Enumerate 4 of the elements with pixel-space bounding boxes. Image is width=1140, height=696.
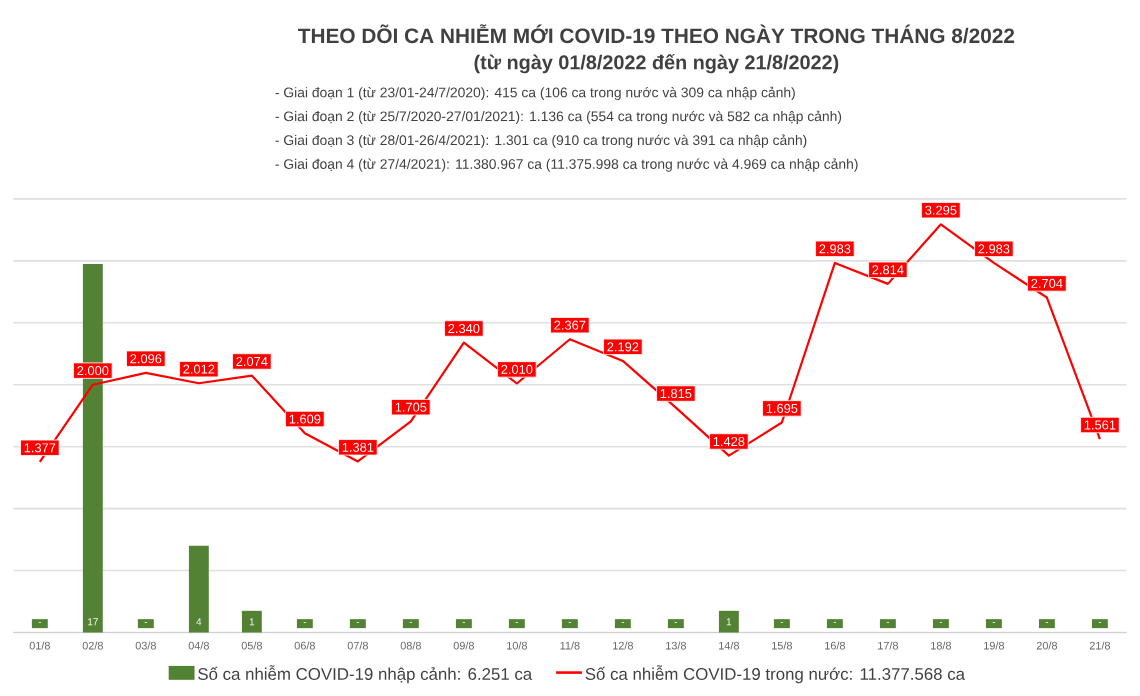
legend-label: Số ca nhiễm COVID-19 nhập cảnh: 6.251 ca bbox=[198, 665, 533, 684]
legend-label: Số ca nhiễm COVID-19 trong nước: 11.377.568 ca bbox=[585, 665, 965, 684]
chart-subtitle: (từ ngày 01/8/2022 đến ngày 21/8/2022) bbox=[474, 53, 839, 74]
chart-title: THEO DÕI CA NHIỄM MỚI COVID-19 THEO NGÀY TRONG THÁNG 8/2022 bbox=[298, 24, 1015, 44]
